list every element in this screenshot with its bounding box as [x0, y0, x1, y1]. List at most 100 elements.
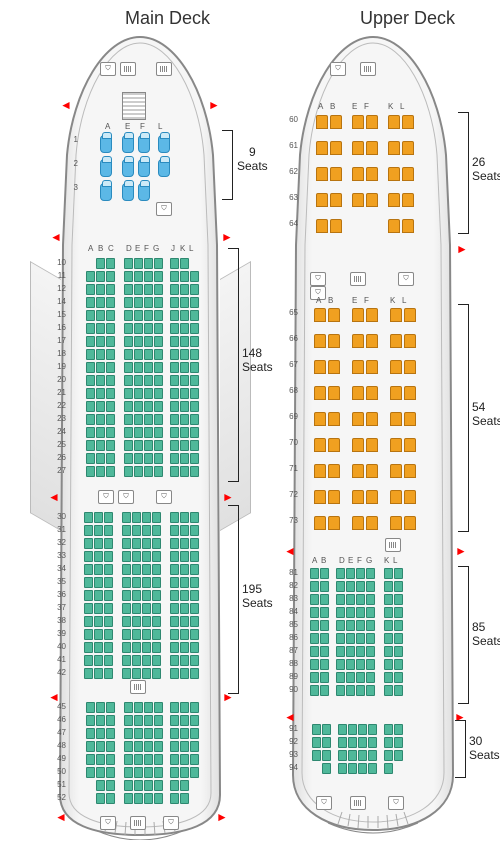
seat-econ: [144, 453, 153, 464]
seat-econ: [170, 401, 179, 412]
seat-business: [404, 412, 416, 426]
row-label: 67: [280, 360, 298, 369]
seat-econ: [190, 603, 199, 614]
seat-econ: [132, 668, 141, 679]
seat-econ: [124, 741, 133, 752]
seat-econ: [190, 741, 199, 752]
seat-econ: [132, 512, 141, 523]
seat-econ: [104, 538, 113, 549]
seat-econ: [366, 659, 375, 670]
seat-econ: [336, 633, 345, 644]
seat-econ: [320, 646, 329, 657]
seat-econ: [356, 685, 365, 696]
seat-business: [352, 386, 364, 400]
row-label: 66: [280, 334, 298, 343]
seat-econ: [134, 284, 143, 295]
seat-business: [388, 115, 400, 129]
seat-econ: [358, 750, 367, 761]
row-label: 22: [48, 401, 66, 410]
seat-econ: [356, 581, 365, 592]
seat-econ: [106, 414, 115, 425]
seat-econ: [132, 616, 141, 627]
row-label: 20: [48, 375, 66, 384]
seat-econ: [106, 375, 115, 386]
seat-econ: [124, 414, 133, 425]
seat-econ: [190, 271, 199, 282]
seat-econ: [96, 284, 105, 295]
col-label: K: [180, 244, 185, 253]
unit: Seats: [472, 634, 500, 648]
seat-econ: [96, 297, 105, 308]
seat-econ: [122, 538, 131, 549]
seat-business: [366, 412, 378, 426]
seat-econ: [170, 258, 179, 269]
seat-econ: [152, 538, 161, 549]
seat-business: [314, 412, 326, 426]
seat-econ: [124, 715, 133, 726]
seat-econ: [394, 685, 403, 696]
seat-econ: [106, 258, 115, 269]
seat-first: [138, 159, 150, 177]
seat-econ: [180, 401, 189, 412]
seat-econ: [366, 672, 375, 683]
seat-business: [390, 516, 402, 530]
section-label-upper-3: 85Seats: [472, 620, 500, 648]
col-label: A: [88, 244, 93, 253]
col-label: F: [364, 296, 369, 305]
seat-econ: [312, 724, 321, 735]
seat-business: [390, 386, 402, 400]
seat-business: [352, 167, 364, 181]
seatmap-stage: { "canvas":{"w":500,"h":865,"bg":"#fffff…: [0, 0, 500, 865]
seat-econ: [96, 767, 105, 778]
seat-business: [404, 464, 416, 478]
seat-econ: [384, 646, 393, 657]
seat-econ: [142, 616, 151, 627]
seat-econ: [170, 741, 179, 752]
seat-econ: [144, 310, 153, 321]
seat-econ: [368, 763, 377, 774]
seat-econ: [94, 590, 103, 601]
seat-econ: [84, 616, 93, 627]
seat-econ: [94, 655, 103, 666]
seat-econ: [180, 564, 189, 575]
col-label: L: [402, 296, 406, 305]
col-label: B: [328, 296, 333, 305]
seat-business: [330, 167, 342, 181]
lavatory-icon: ⛉: [118, 490, 134, 504]
row-label: 27: [48, 466, 66, 475]
seat-econ: [124, 323, 133, 334]
seat-econ: [348, 763, 357, 774]
seat-econ: [170, 780, 179, 791]
exit-icon: ►: [216, 810, 228, 824]
seat-business: [316, 219, 328, 233]
seat-econ: [124, 388, 133, 399]
col-label: G: [366, 556, 372, 565]
seat-econ: [346, 581, 355, 592]
seat-business: [390, 334, 402, 348]
seat-business: [328, 412, 340, 426]
seat-econ: [170, 668, 179, 679]
row-label: 42: [48, 668, 66, 677]
seat-econ: [134, 427, 143, 438]
seat-econ: [142, 668, 151, 679]
seat-econ: [96, 453, 105, 464]
row-label: 3: [60, 183, 78, 192]
row-label: 71: [280, 464, 298, 473]
seat-econ: [310, 607, 319, 618]
seat-econ: [106, 440, 115, 451]
seat-econ: [312, 750, 321, 761]
seat-econ: [122, 512, 131, 523]
seat-econ: [124, 258, 133, 269]
galley-icon: [130, 816, 146, 830]
seat-business: [352, 490, 364, 504]
seat-econ: [144, 414, 153, 425]
seat-business: [352, 360, 364, 374]
lavatory-icon: ⛉: [388, 796, 404, 810]
seat-econ: [154, 414, 163, 425]
seat-econ: [106, 323, 115, 334]
seat-econ: [190, 767, 199, 778]
seat-business: [352, 464, 364, 478]
galley-icon: [130, 680, 146, 694]
col-label: A: [312, 556, 317, 565]
seat-econ: [310, 594, 319, 605]
